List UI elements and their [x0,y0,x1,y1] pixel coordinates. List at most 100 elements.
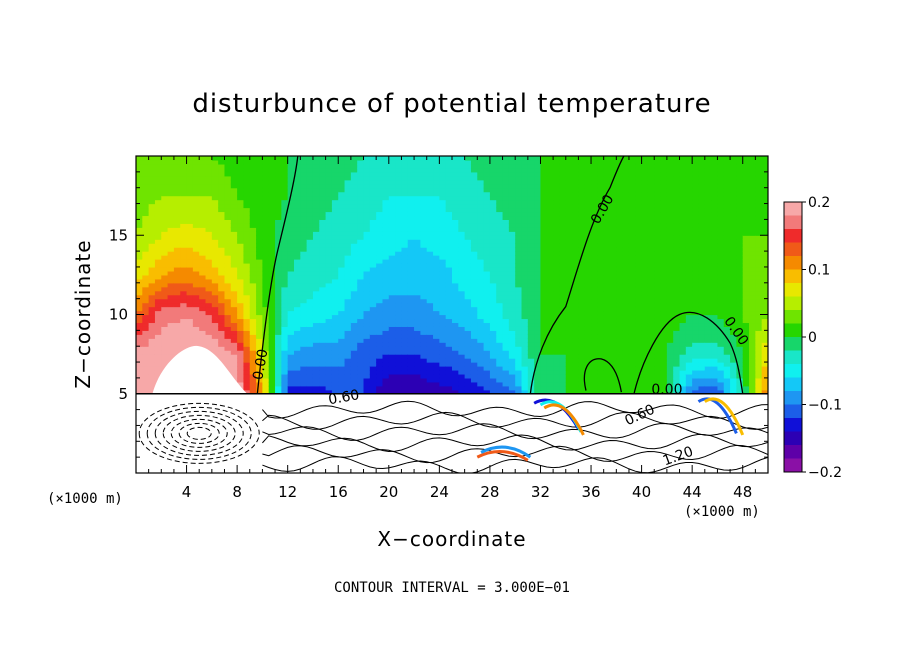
field-cell [452,243,459,248]
field-cell [180,322,188,327]
field-cell [540,334,548,339]
field-cell [205,179,213,185]
field-cell [464,354,472,359]
field-cell [660,381,668,387]
field-cell [224,322,232,327]
field-cell [647,318,655,324]
field-cell [262,270,270,276]
field-cell [294,358,301,363]
field-cell [382,318,390,324]
field-cell [167,314,175,320]
field-cell [572,203,579,209]
field-cell [275,346,282,351]
field-cell [395,278,403,284]
field-cell [287,262,295,268]
field-cell [211,235,219,240]
field-cell [414,266,421,272]
field-cell [154,179,162,185]
field-cell [572,358,579,363]
field-cell [376,366,384,371]
field-cell [470,231,478,236]
field-cell [407,314,415,320]
field-cell [521,270,529,276]
field-cell [515,389,523,395]
field-cell [464,338,472,343]
field-cell [161,243,169,248]
field-cell [344,239,352,244]
field-cell [249,318,257,324]
field-cell [572,334,579,339]
field-cell [452,215,459,220]
field-cell [243,290,251,296]
field-cell [439,227,447,232]
field-cell [565,203,573,209]
field-cell [325,346,333,351]
field-cell [654,377,662,383]
field-cell [502,159,510,165]
field-cell [553,290,561,296]
field-cell [635,381,643,387]
field-cell [382,183,390,189]
field-cell [407,167,415,173]
field-cell [597,243,605,248]
field-cell [312,385,320,391]
field-cell [647,243,655,248]
field-cell [641,223,649,228]
field-cell [357,282,365,288]
field-cell [218,346,226,351]
field-cell [546,219,554,224]
field-cell [331,314,339,320]
field-cell [616,306,624,312]
field-cell [483,373,491,379]
field-cell [224,354,232,359]
field-cell [603,366,611,371]
field-cell [616,278,624,284]
field-cell [312,342,320,347]
field-cell [230,195,238,201]
field-cell [426,326,434,331]
field-cell [565,334,573,339]
field-cell [142,203,150,209]
field-cell [654,167,662,173]
field-cell [407,175,415,181]
field-cell [515,362,523,367]
field-cell [622,247,630,252]
field-cell [464,274,472,280]
field-cell [136,227,143,232]
field-cell [249,227,257,232]
field-cell [192,322,200,327]
field-cell [534,247,542,252]
field-cell [597,286,605,292]
field-cell [312,290,320,296]
field-cell [464,286,472,292]
field-cell [559,251,567,256]
field-cell [496,342,504,347]
field-cell [344,179,352,185]
field-cell [414,159,421,165]
field-cell [224,203,232,209]
field-cell [306,207,314,213]
field-cell [243,207,251,213]
field-cell [445,334,453,339]
field-cell [470,362,478,367]
field-cell [142,239,150,244]
field-cell [401,282,409,288]
field-cell [369,377,377,383]
field-cell [433,362,440,367]
field-cell [515,175,523,181]
field-cell [496,219,504,224]
field-cell [211,211,219,217]
field-cell [521,266,529,272]
field-cell [167,282,175,288]
field-cell [306,282,314,288]
field-cell [654,270,662,276]
field-cell [312,298,320,304]
field-cell [559,330,567,335]
field-cell [445,338,453,343]
field-cell [527,286,535,292]
field-cell [287,243,295,248]
field-cell [319,381,327,387]
field-cell [622,342,630,347]
field-cell [256,243,263,248]
field-cell [350,306,358,312]
